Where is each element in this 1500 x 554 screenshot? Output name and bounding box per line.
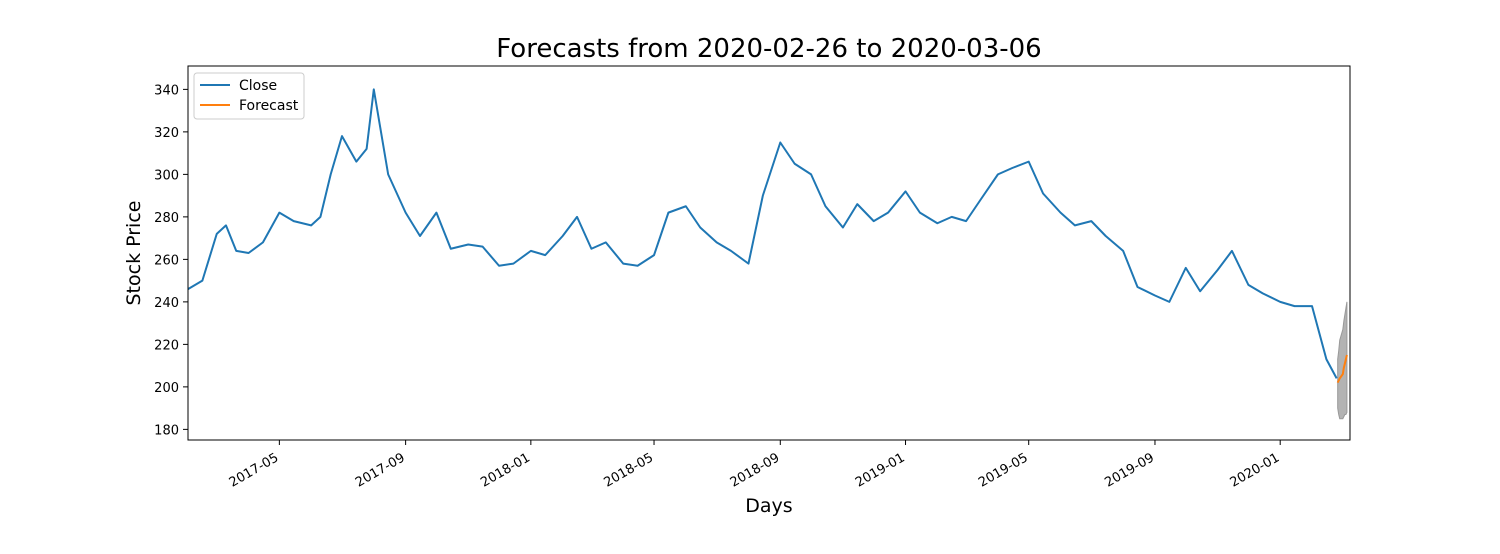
x-tick-label: 2018-05 xyxy=(601,450,656,490)
chart-title: Forecasts from 2020-02-26 to 2020-03-06 xyxy=(496,34,1041,64)
forecast-confidence-band xyxy=(1337,301,1348,420)
y-tick-label: 240 xyxy=(154,296,179,311)
legend-forecast-label: Forecast xyxy=(239,98,299,114)
x-tick-label: 2017-09 xyxy=(353,450,408,490)
y-tick-label: 260 xyxy=(154,253,179,268)
x-tick-label: 2019-05 xyxy=(976,450,1031,490)
plot-area-frame xyxy=(187,65,1351,441)
y-tick-label: 220 xyxy=(154,338,179,353)
y-tick-label: 340 xyxy=(154,83,179,98)
close-series-line xyxy=(187,88,1338,379)
y-tick-label: 300 xyxy=(154,168,179,183)
y-axis-label: Stock Price xyxy=(123,201,145,306)
x-tick-label: 2020-01 xyxy=(1228,450,1283,490)
x-axis-label: Days xyxy=(745,495,792,517)
x-tick-label: 2019-09 xyxy=(1102,450,1157,490)
y-tick-label: 280 xyxy=(154,211,179,226)
forecast-series-line xyxy=(1336,354,1348,384)
legend: Close Forecast xyxy=(193,72,305,120)
legend-close-label: Close xyxy=(239,78,277,94)
x-tick-label: 2018-01 xyxy=(478,450,533,490)
y-tick-label: 200 xyxy=(154,381,179,396)
x-tick-label: 2019-01 xyxy=(853,450,908,490)
x-tick-label: 2018-09 xyxy=(728,450,783,490)
y-tick-label: 180 xyxy=(154,423,179,438)
x-tick-label: 2017-05 xyxy=(227,450,282,490)
y-tick-label: 320 xyxy=(154,126,179,141)
